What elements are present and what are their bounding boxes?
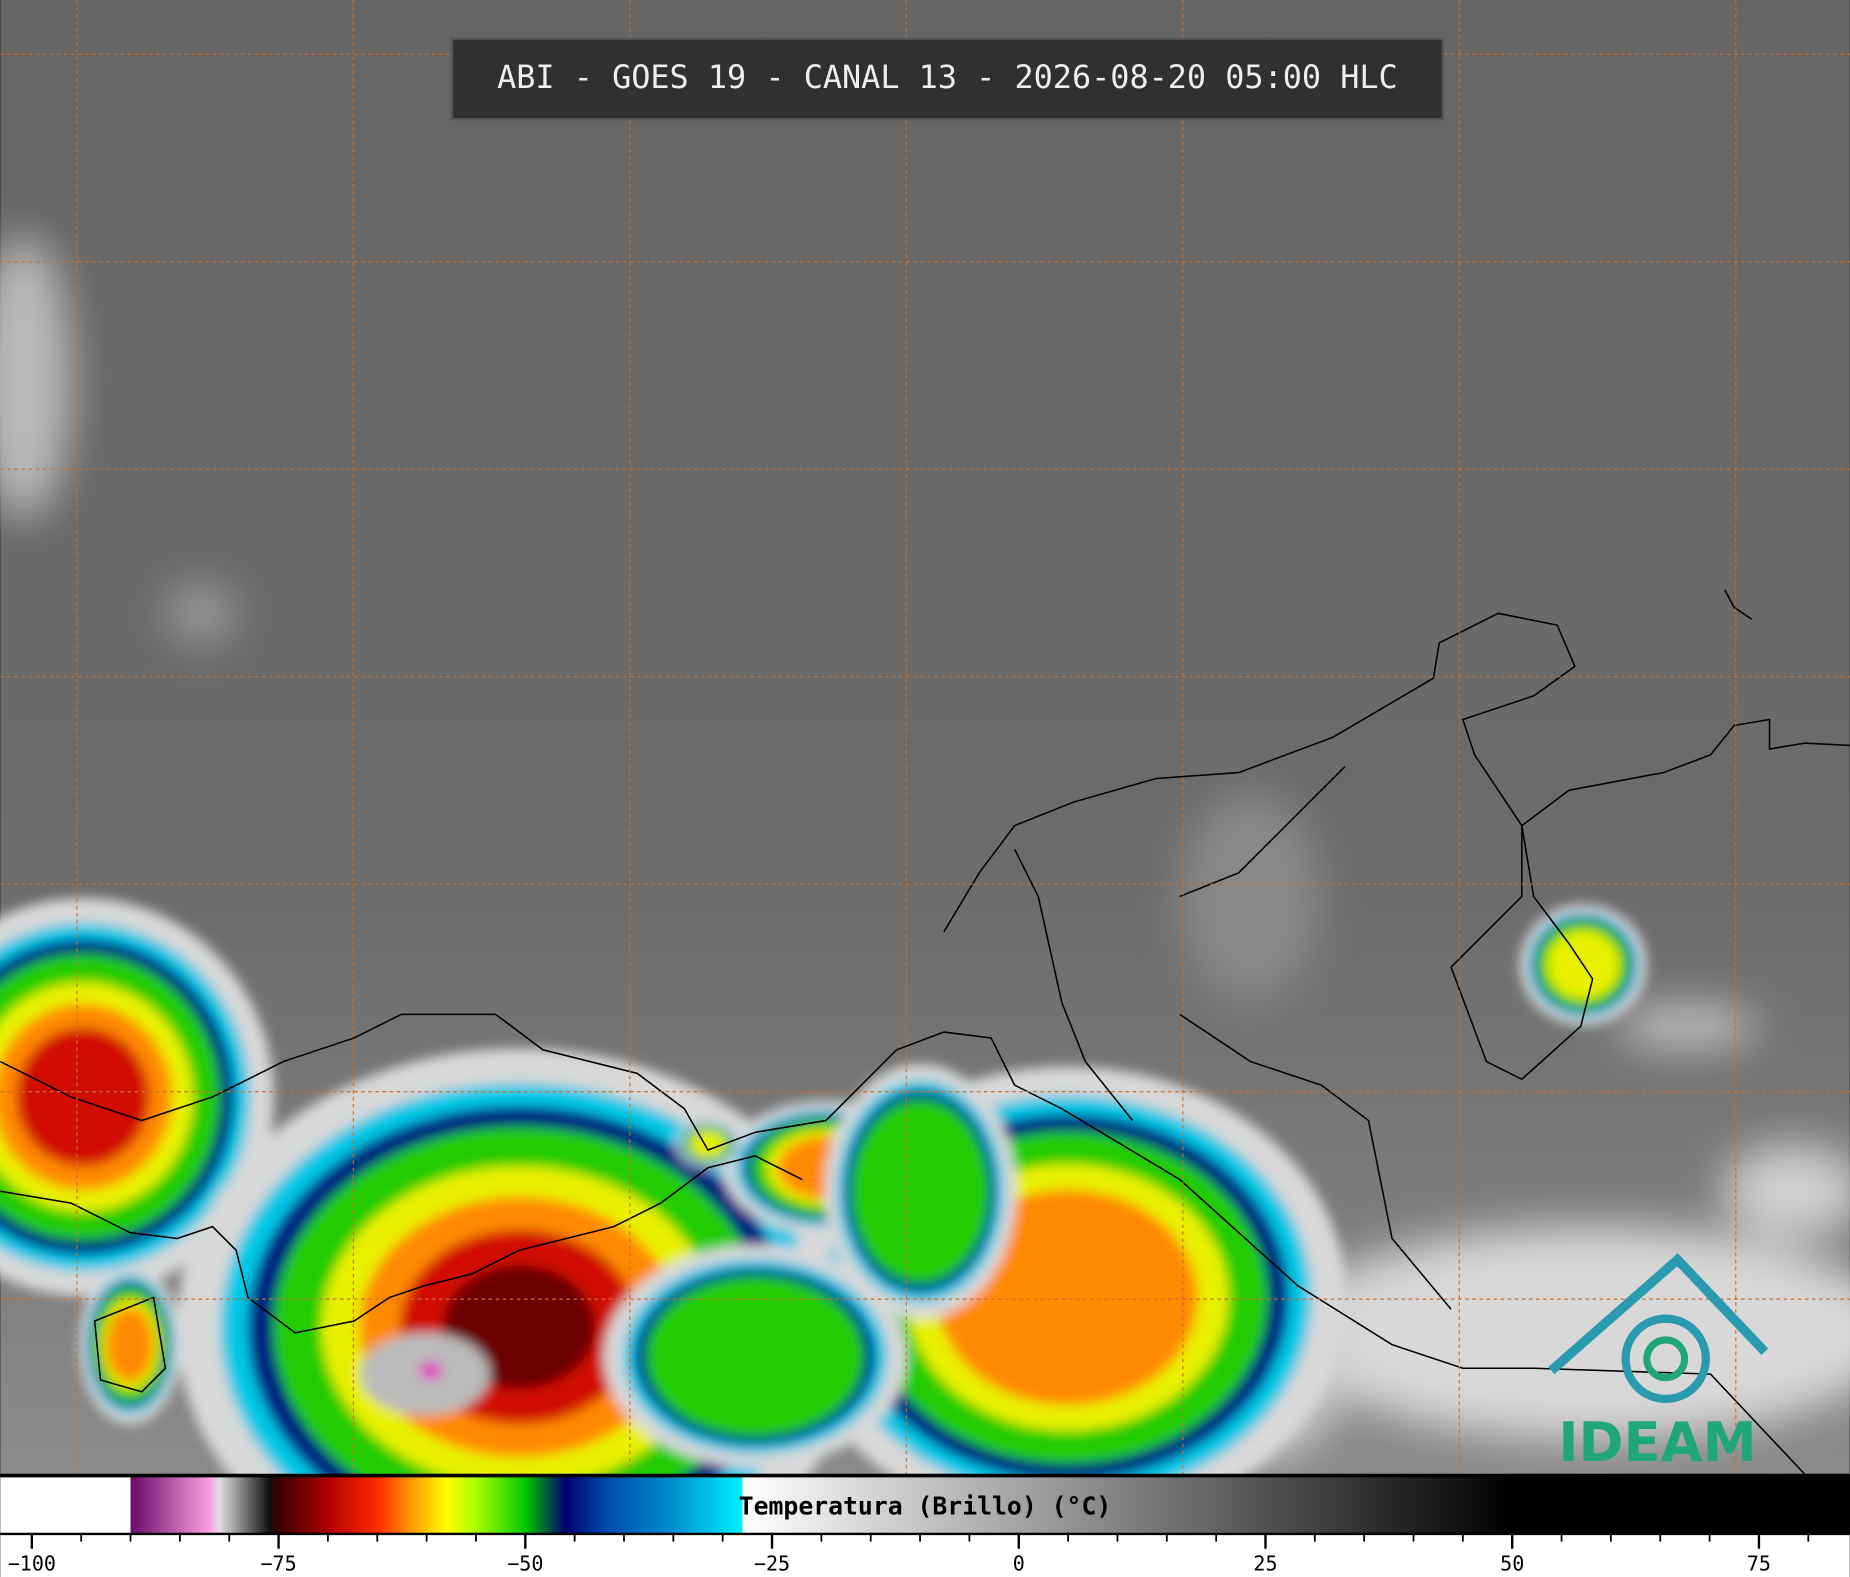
colorbar-segment <box>278 1476 329 1534</box>
logo-roof <box>1548 1253 1769 1375</box>
axis-background <box>0 1533 1850 1577</box>
tick-label: 25 <box>1253 1552 1277 1576</box>
colorbar-segment <box>742 1476 1513 1534</box>
title: ABI - GOES 19 - CANAL 13 - 2026-08-20 05… <box>497 58 1398 96</box>
colorbar-segment <box>130 1476 211 1534</box>
colorbar-segment <box>604 1476 674 1534</box>
tick-label: −75 <box>260 1552 296 1576</box>
storm-layer <box>646 1276 864 1437</box>
colorbar-segment <box>377 1476 408 1534</box>
colorbar <box>0 1476 1850 1534</box>
colorbar-segment <box>0 1476 132 1534</box>
colorbar-segment <box>446 1476 477 1534</box>
colorbar-segment <box>209 1476 220 1534</box>
tick-label: −25 <box>754 1552 790 1576</box>
tick-label: −50 <box>507 1552 543 1576</box>
storm-layer <box>16 1027 150 1167</box>
logo-swirl <box>1643 1336 1689 1382</box>
tick-label: 50 <box>1500 1552 1524 1576</box>
colorbar-segment <box>475 1476 526 1534</box>
colorbar-segment <box>268 1476 280 1534</box>
storm-layer <box>689 1130 727 1158</box>
graticule <box>0 0 1850 1477</box>
title-background <box>450 37 1444 121</box>
colorbar-label: Temperatura (Brillo) (°C) <box>739 1491 1112 1520</box>
colorbar-segment <box>219 1476 270 1534</box>
logo-swirl <box>1621 1314 1710 1404</box>
colorbar-segment <box>327 1476 378 1534</box>
tick-label: 75 <box>1747 1552 1771 1576</box>
title-box: ABI - GOES 19 - CANAL 13 - 2026-08-20 05… <box>450 37 1444 121</box>
colorbar-segment <box>673 1476 744 1534</box>
storm-core <box>418 1361 443 1381</box>
colorbar-segment <box>564 1476 605 1534</box>
logo: IDEAM <box>1548 1253 1769 1474</box>
storm-layer <box>106 1307 154 1382</box>
colorbar-segment <box>406 1476 447 1534</box>
logo-text: IDEAM <box>1558 1411 1756 1474</box>
storm-layer <box>851 1099 989 1283</box>
colorbar-segment <box>1512 1476 1850 1534</box>
tick-label: 0 <box>1013 1552 1025 1576</box>
colorbar-segment <box>525 1476 566 1534</box>
tick-label: −100 <box>8 1552 56 1576</box>
